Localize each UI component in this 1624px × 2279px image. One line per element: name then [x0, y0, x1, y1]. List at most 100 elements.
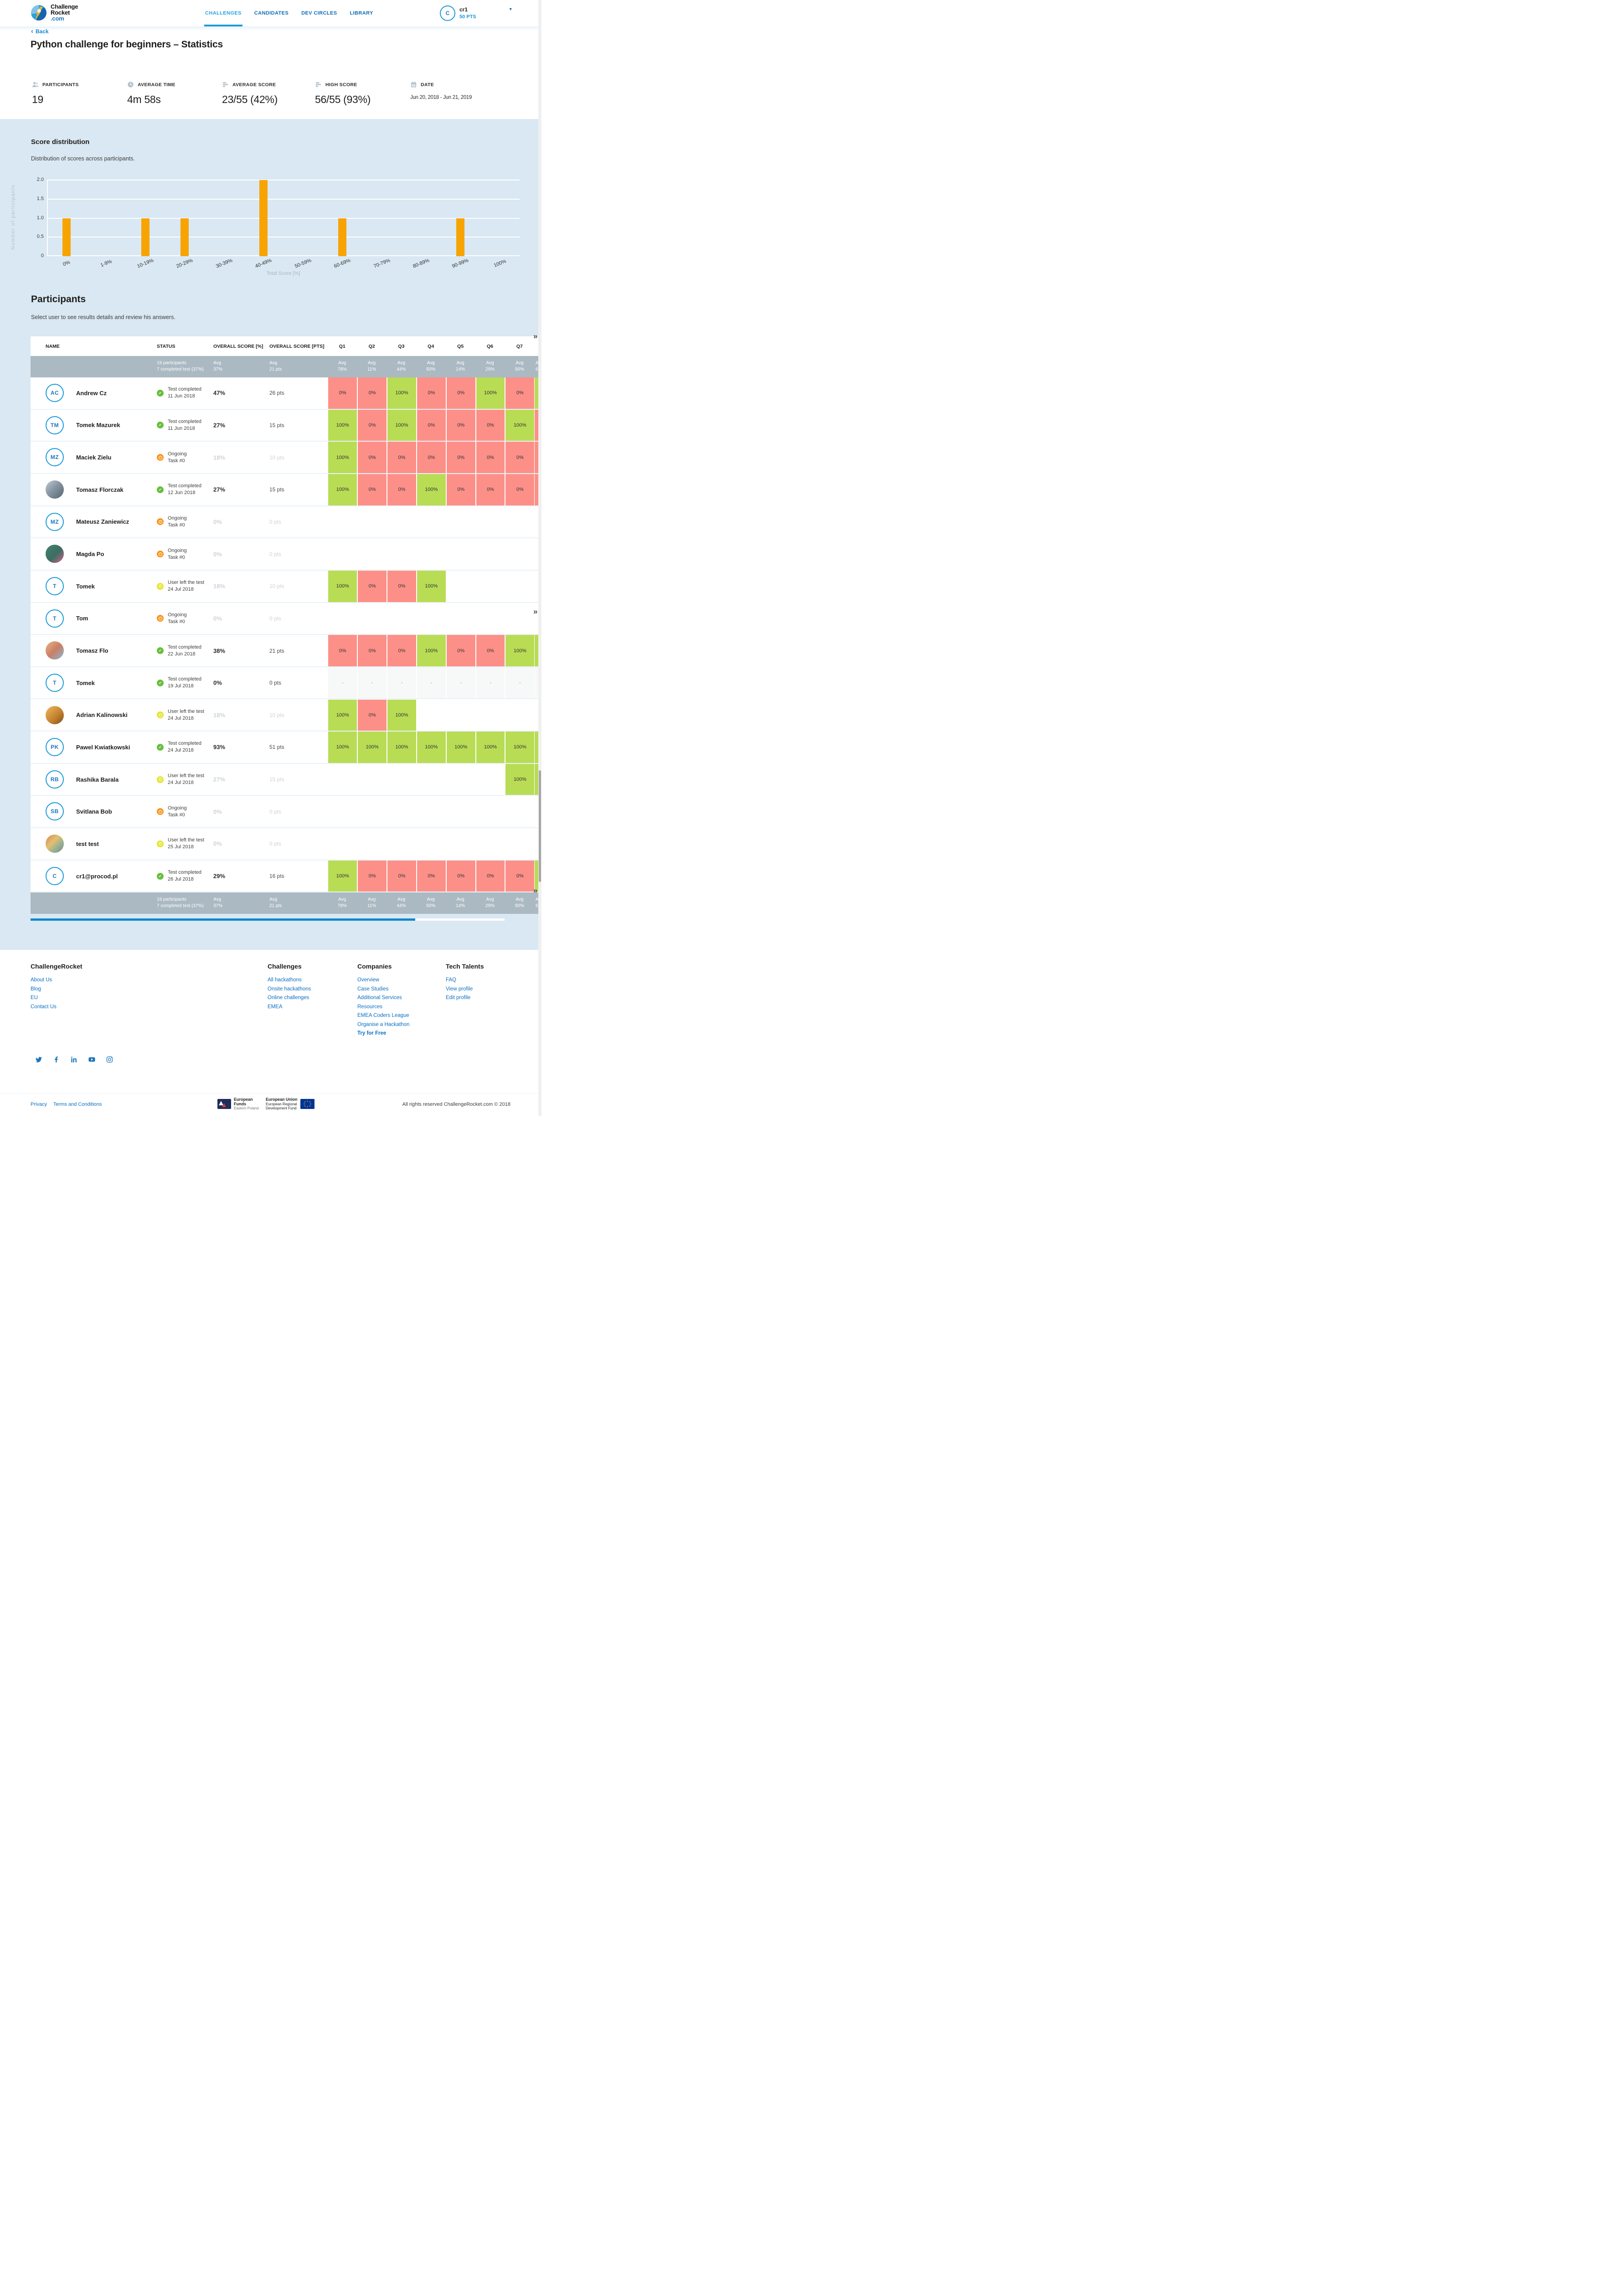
status-ongoing-icon: [157, 518, 164, 526]
stat-value: 4m 58s: [127, 93, 161, 105]
footer-link-faq[interactable]: FAQ: [446, 977, 457, 983]
brand-logo[interactable]: Challenge Rocket .com: [31, 4, 78, 23]
page: Challenge Rocket .com CHALLENGES CANDIDAT…: [0, 0, 541, 1116]
footer-link-emea-coders-league[interactable]: EMEA Coders League: [357, 1013, 409, 1018]
participant-row[interactable]: MZ Maciek Zielu Ongoing Task #0 18% 10 pts 100…: [31, 442, 539, 474]
footer-link-case-studies[interactable]: Case Studies: [357, 986, 389, 992]
q7-cell: 100%: [505, 635, 535, 666]
summary-cell: Avg 29%: [485, 897, 495, 909]
q3-cell: 0%: [387, 442, 416, 473]
participant-row[interactable]: Tomasz Flo ✔ Test completed 22 Jun 2018 38% 2…: [31, 635, 539, 667]
status-text: Test completed 11 Jun 2018: [168, 387, 201, 399]
participant-row[interactable]: MZ Mateusz Zaniewicz Ongoing Task #0 0% 0 pts: [31, 506, 539, 539]
scroll-right-icon[interactable]: »: [533, 886, 538, 895]
participant-row[interactable]: RB Rashika Barala User left the test 24 Jul…: [31, 763, 539, 796]
scroll-right-icon[interactable]: »: [533, 332, 538, 340]
overall-score-pct: 47%: [213, 389, 226, 397]
participant-row[interactable]: Magda Po Ongoing Task #0 0% 0 pts: [31, 538, 539, 571]
page-scrollbar[interactable]: [538, 0, 541, 1116]
q4-cell: 100%: [416, 732, 446, 763]
footer-link-onsite-hackathons[interactable]: Onsite hackathons: [268, 986, 311, 992]
q2-cell: 0%: [357, 409, 387, 441]
q3-cell: 0%: [387, 635, 416, 666]
footer-heading: Challenges: [268, 963, 302, 970]
footer-link-additional-services[interactable]: Additional Services: [357, 995, 402, 1000]
overall-score-pts: 0 pts: [269, 840, 282, 847]
chevron-down-icon[interactable]: ▼: [508, 7, 513, 11]
q2-cell: 0%: [357, 474, 387, 505]
twitter-icon[interactable]: [35, 1056, 42, 1063]
scroll-right-icon[interactable]: »: [533, 607, 538, 616]
participant-row[interactable]: PK Pawel Kwiatkowski ✔ Test completed 24 Jul…: [31, 732, 539, 764]
q1-cell: 100%: [327, 699, 357, 731]
footer-link-resources[interactable]: Resources: [357, 1004, 382, 1010]
summary-cell: Avg63%: [536, 897, 539, 909]
eu-flag-icon: [300, 1099, 314, 1109]
nav-item-dev-circles[interactable]: DEV CIRCLES: [301, 10, 337, 16]
table-summary-row-top: 19 participants 7 completed test (37%) Avg…: [31, 356, 539, 377]
footer-link-try-for-free[interactable]: Try for Free: [357, 1031, 387, 1036]
participant-row[interactable]: SB Svitlana Bob Ongoing Task #0 0% 0 pts: [31, 796, 539, 829]
q8-cell-clipped: [535, 732, 539, 763]
youtube-icon[interactable]: [88, 1056, 96, 1063]
user-menu[interactable]: C cr1 50 PTS ▼: [440, 5, 513, 21]
footer-link-contact-us[interactable]: Contact Us: [31, 1004, 57, 1010]
privacy-link[interactable]: Privacy: [31, 1102, 47, 1107]
footer-link-all-hackathons[interactable]: All hackathons: [268, 977, 302, 983]
q1-cell: 100%: [327, 860, 357, 892]
chart-x-tick-label: 1-9%: [99, 258, 113, 268]
participant-row[interactable]: Adrian Kalinowski User left the test 24 Ju…: [31, 699, 539, 732]
linkedin-icon[interactable]: [70, 1056, 78, 1063]
chart-x-tick-label: 40-49%: [254, 258, 273, 269]
participant-row[interactable]: T Tomek User left the test 24 Jul 2018 18% 10…: [31, 570, 539, 603]
footer-link-emea[interactable]: EMEA: [268, 1004, 283, 1010]
participant-row[interactable]: TM Tomek Mazurek ✔ Test completed 11 Jun 201…: [31, 409, 539, 442]
table-horizontal-scrollbar[interactable]: [31, 918, 505, 921]
footer-link-overview[interactable]: Overview: [357, 977, 379, 983]
facebook-icon[interactable]: [52, 1056, 60, 1063]
summary-cell: Avg 37%: [213, 361, 223, 372]
q6-cell: 0%: [475, 474, 505, 505]
user-avatar[interactable]: C: [440, 5, 455, 21]
footer-link-blog[interactable]: Blog: [31, 986, 41, 992]
terms-link[interactable]: Terms and Conditions: [53, 1102, 102, 1107]
overall-score-pct: 0%: [213, 551, 222, 558]
footer-link-edit-profile[interactable]: Edit profile: [446, 995, 471, 1000]
footer-link-organise-a-hackathon[interactable]: Organise a Hackathon: [357, 1021, 410, 1027]
summary-cell: Avg 37%: [213, 897, 223, 909]
back-link[interactable]: ‹ Back: [31, 28, 49, 35]
stat-high-score: HIGH SCORE 56/55 (93%): [315, 81, 371, 106]
status-text: Test completed 11 Jun 2018: [168, 418, 201, 431]
participant-row[interactable]: T Tomek ✔ Test completed 19 Jul 2018 0% 0 pts -…: [31, 667, 539, 700]
footer-link-about-us[interactable]: About Us: [31, 977, 52, 983]
participant-name: test test: [76, 840, 99, 847]
instagram-icon[interactable]: [106, 1056, 113, 1063]
nav-item-library[interactable]: LIBRARY: [350, 10, 373, 16]
participant-row[interactable]: test test User left the test 25 Jul 2018 0%…: [31, 828, 539, 861]
q3-cell: -: [387, 667, 416, 699]
q7-cell: 0%: [505, 377, 535, 409]
table-horizontal-scrollbar-thumb[interactable]: [31, 918, 415, 921]
footer-link-online-challenges[interactable]: Online challenges: [268, 995, 309, 1000]
overall-score-pct: 0%: [213, 808, 222, 815]
q6-cell: 0%: [475, 442, 505, 473]
statistics-section: Score distribution Distribution of score…: [0, 119, 541, 950]
participant-name: Magda Po: [76, 551, 104, 558]
participant-row[interactable]: Tomasz Florczak ✔ Test completed 12 Jun 201…: [31, 474, 539, 506]
chart-y-tick-label: 2.0: [36, 177, 44, 182]
summary-cell: Avg 78%: [337, 361, 347, 372]
participant-row[interactable]: AC Andrew Cz ✔ Test completed 11 Jun 2018 47%…: [31, 377, 539, 410]
footer-link-eu[interactable]: EU: [31, 995, 38, 1000]
q7-cell: -: [505, 667, 535, 699]
status-text: Test completed 24 Jul 2018: [168, 741, 201, 753]
status-text: Test completed 12 Jun 2018: [168, 483, 201, 496]
chart-gridline: [47, 217, 520, 219]
footer-link-view-profile[interactable]: View profile: [446, 986, 473, 992]
overall-score-pts: 26 pts: [269, 390, 284, 397]
q1-cell: 100%: [327, 409, 357, 441]
participant-row[interactable]: T Tom Ongoing Task #0 0% 0 pts: [31, 603, 539, 635]
nav-item-challenges[interactable]: CHALLENGES: [204, 0, 242, 26]
nav-item-candidates[interactable]: CANDIDATES: [254, 10, 289, 16]
page-scrollbar-thumb[interactable]: [539, 770, 541, 882]
